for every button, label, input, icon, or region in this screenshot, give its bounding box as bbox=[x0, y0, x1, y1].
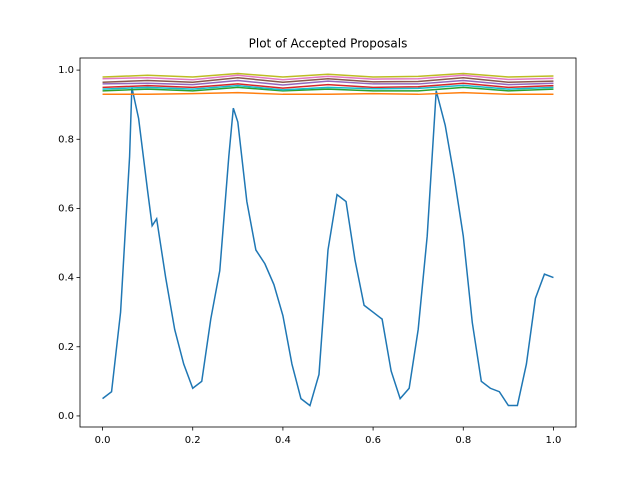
data-line bbox=[102, 87, 554, 407]
data-line bbox=[102, 91, 554, 96]
data-line bbox=[102, 86, 554, 92]
x-tick-label: 0.2 bbox=[185, 435, 201, 446]
data-line bbox=[102, 72, 554, 78]
x-tick-label: 0.0 bbox=[95, 435, 111, 446]
x-tick-label: 0.6 bbox=[365, 435, 381, 446]
x-tick-label: 0.4 bbox=[275, 435, 291, 446]
y-tick-label: 1.0 bbox=[58, 65, 74, 76]
x-tick-label: 1.0 bbox=[546, 435, 562, 446]
y-tick-label: 0.4 bbox=[58, 273, 74, 284]
chart-title: Plot of Accepted Proposals bbox=[249, 37, 408, 51]
y-tick-label: 0.8 bbox=[58, 134, 74, 145]
data-line bbox=[102, 76, 554, 83]
data-line bbox=[102, 82, 554, 89]
y-tick-label: 0.6 bbox=[58, 203, 74, 214]
y-tick-label: 0.0 bbox=[58, 411, 74, 422]
y-tick-label: 0.2 bbox=[58, 342, 74, 353]
data-line bbox=[102, 84, 554, 91]
x-tick-label: 0.8 bbox=[455, 435, 471, 446]
data-line bbox=[102, 79, 554, 86]
plot-frame bbox=[79, 57, 577, 428]
data-line bbox=[102, 74, 554, 81]
